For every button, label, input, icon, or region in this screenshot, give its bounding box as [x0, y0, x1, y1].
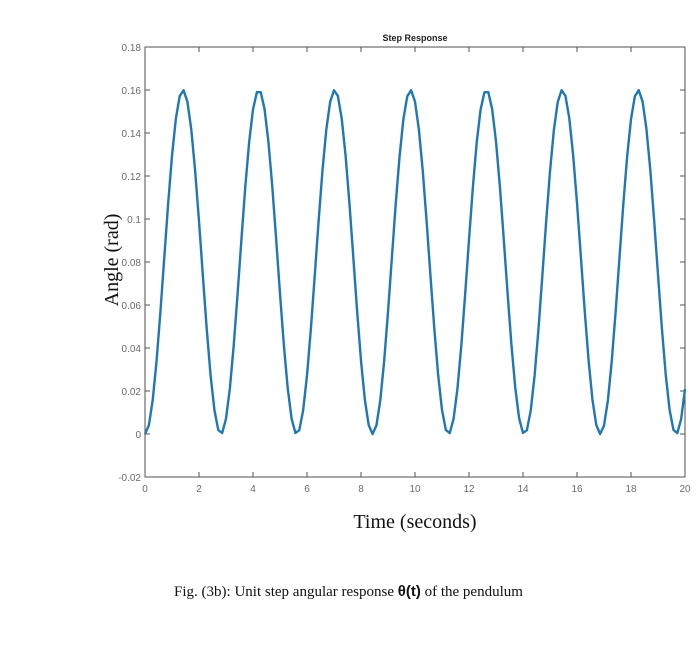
y-tick-label: 0.18: [122, 43, 142, 54]
y-tick-label: 0.1: [127, 215, 141, 226]
y-tick-label: 0.08: [122, 258, 142, 269]
y-tick-label: 0.02: [122, 387, 142, 398]
chart-title: Step Response: [382, 33, 447, 43]
theta-symbol: θ(t): [397, 583, 421, 600]
y-axis-label: Angle (rad): [101, 214, 123, 307]
y-tick-label: -0.02: [118, 473, 141, 484]
x-tick-label: 18: [625, 484, 637, 495]
figure-caption: Fig. (3b): Unit step angular response θ(…: [0, 583, 697, 601]
x-tick-label: 14: [517, 484, 529, 495]
x-tick-label: 6: [304, 484, 310, 495]
x-tick-label: 0: [142, 484, 148, 495]
caption-suffix: of the pendulum: [420, 584, 523, 600]
x-tick-label: 10: [409, 484, 421, 495]
theta-response-line: [143, 88, 687, 436]
plot-area: [144, 46, 686, 478]
x-tick-label: 12: [463, 484, 475, 495]
x-tick-label: 20: [679, 484, 691, 495]
x-tick-label: 16: [571, 484, 583, 495]
x-tick-label: 4: [250, 484, 256, 495]
x-tick-label: 8: [358, 484, 364, 495]
y-tick-label: 0.16: [122, 86, 142, 97]
y-tick-label: 0.14: [122, 129, 142, 140]
x-axis-ticks: 0 2 4 6 8 10 12 14 16 18 20: [142, 47, 691, 495]
y-tick-label: 0: [135, 430, 141, 441]
y-tick-label: 0.12: [122, 172, 142, 183]
caption-prefix: Fig. (3b): Unit step angular response: [174, 584, 398, 600]
y-axis-ticks: -0.02 0 0.02 0.04 0.06 0.08 0.1 0.12 0.14 0.16 0.1…: [118, 43, 685, 484]
y-tick-label: 0.06: [122, 301, 142, 312]
x-axis-label: Time (seconds): [353, 511, 476, 533]
x-tick-label: 2: [196, 484, 202, 495]
y-tick-label: 0.04: [122, 344, 142, 355]
